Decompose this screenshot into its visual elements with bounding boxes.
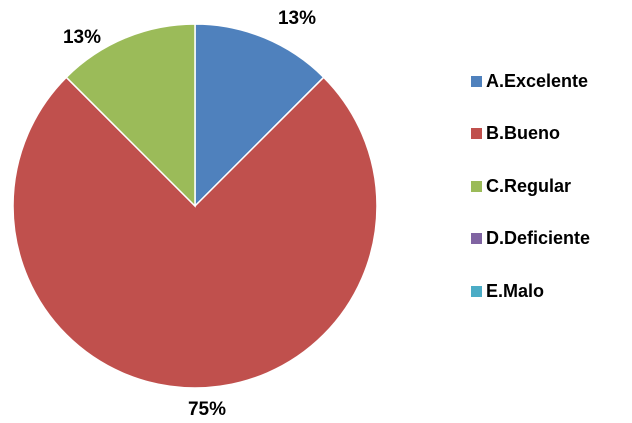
data-labels: 13% 75% 13% (63, 8, 316, 420)
legend-item-d-deficiente: D.Deficiente (471, 226, 631, 252)
legend-item-c-regular: C.Regular (471, 173, 631, 199)
pie-slices (12, 23, 378, 389)
pie-slice-a-excelente (194, 23, 325, 208)
legend-label: C.Regular (486, 175, 572, 196)
legend-swatch (471, 128, 482, 139)
legend-swatch (471, 285, 482, 297)
legend-swatch (471, 233, 482, 244)
pie-slice-b-bueno (12, 76, 378, 389)
legend-label: E.Malo (486, 280, 545, 301)
legend-item-a-excelente: A.Excelente (471, 68, 631, 94)
legend-swatch (471, 75, 482, 87)
legend-label: B.Bueno (486, 123, 560, 143)
legend-item-e-malo: E.Malo (471, 278, 631, 304)
legend-label: A.Excelente (486, 70, 589, 91)
data-label-c-regular: 13% (63, 27, 101, 48)
data-label-b-bueno: 75% (188, 399, 226, 420)
legend-swatch (471, 180, 482, 192)
pie-slice-c-regular (65, 23, 196, 208)
data-label-a-excelente: 13% (278, 8, 316, 29)
legend: A.Excelente B.Bueno C.Regular D.Deficien… (471, 68, 631, 304)
legend-item-b-bueno: B.Bueno (471, 121, 631, 147)
legend-label: D.Deficiente (486, 228, 591, 248)
